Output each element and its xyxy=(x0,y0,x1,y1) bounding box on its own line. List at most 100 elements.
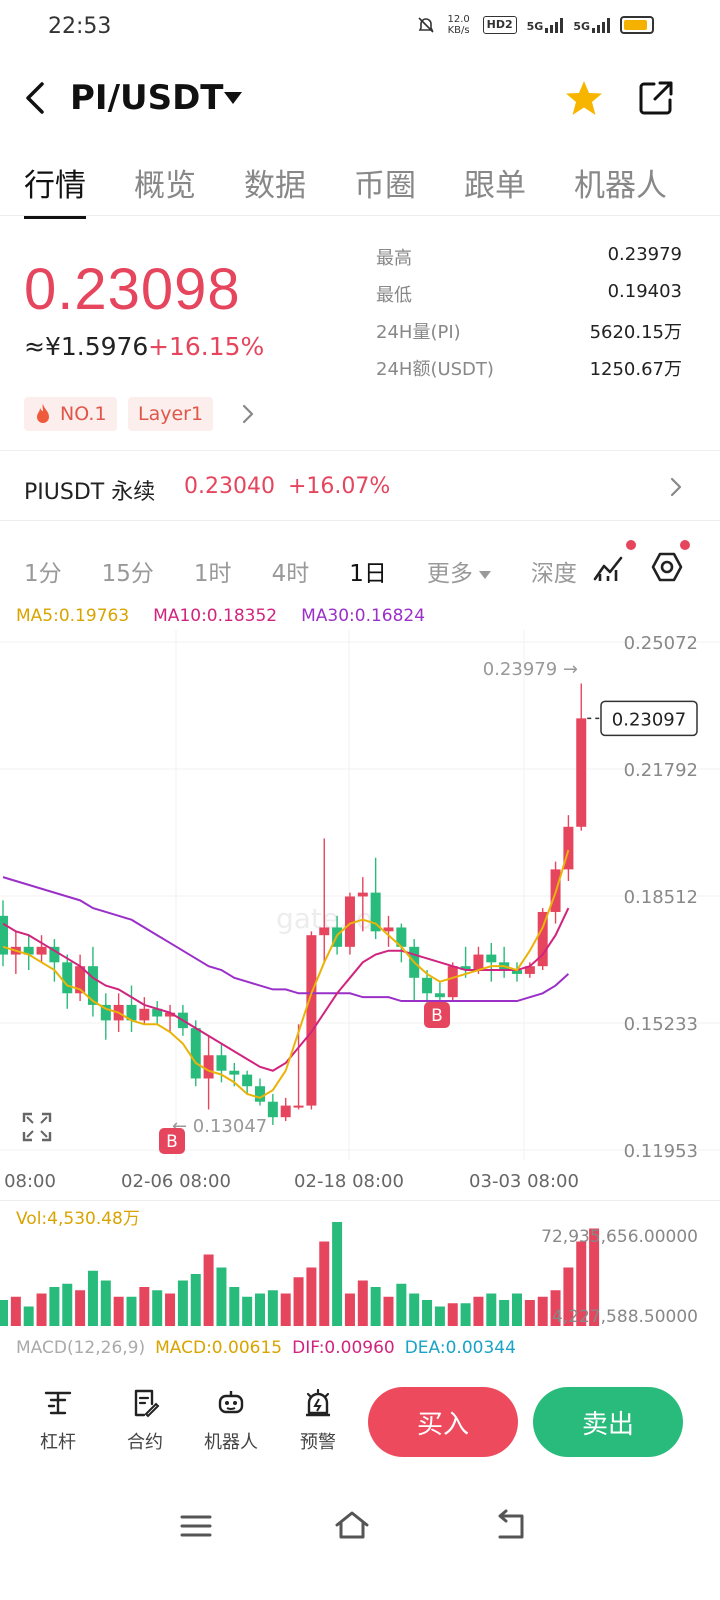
candlestick-chart[interactable]: gate.io 0.250720.217920.185120.152330.11… xyxy=(0,630,720,1200)
settings-notification-dot xyxy=(680,540,690,550)
volume-bar xyxy=(62,1283,73,1326)
ma-legend: MA5:0.19763 MA10:0.18352 MA30:0.16824 xyxy=(16,606,425,626)
tab-market[interactable]: 行情 xyxy=(24,160,86,219)
volume-bar xyxy=(370,1287,381,1326)
stat-low-value: 0.19403 xyxy=(607,281,682,302)
alert-action[interactable]: 预警 xyxy=(288,1388,348,1454)
candle-body xyxy=(293,1105,304,1108)
volume-bar xyxy=(357,1280,368,1326)
candle-body xyxy=(280,1105,291,1118)
volume-chart: Vol:4,530.48万 72,935,656.00000 4,227,588… xyxy=(0,1200,720,1327)
stat-vol-label: 24H量(PI) xyxy=(376,322,461,343)
volume-bar xyxy=(396,1283,407,1326)
volume-bar xyxy=(473,1296,484,1326)
main-tabs: 行情 概览 数据 币圈 跟单 机器人 xyxy=(24,160,715,219)
stat-high-value: 0.23979 xyxy=(607,244,682,265)
candle-body xyxy=(486,954,497,963)
volume-bar xyxy=(190,1274,201,1326)
ma10-label: MA10:0.18352 xyxy=(153,606,278,626)
volume-bar xyxy=(306,1267,317,1326)
robot-icon xyxy=(218,1391,244,1414)
volume-bar xyxy=(447,1303,458,1326)
candle-body xyxy=(357,892,368,897)
volume-bar xyxy=(409,1293,420,1326)
volume-bar xyxy=(177,1280,188,1326)
volume-bar xyxy=(23,1306,34,1326)
back-nav-icon[interactable] xyxy=(492,1508,528,1544)
fullscreen-icon[interactable] xyxy=(22,1112,52,1142)
buy-marker xyxy=(424,1002,450,1028)
volume-bar xyxy=(49,1287,60,1326)
candle-body xyxy=(75,966,86,994)
buy-button[interactable]: 买入 xyxy=(368,1387,518,1457)
sig2-label: 5G xyxy=(573,20,590,33)
more-caret-icon xyxy=(478,570,491,579)
alarm-icon xyxy=(306,1388,330,1417)
price-change: +16.15% xyxy=(148,332,265,361)
candle-body xyxy=(563,826,574,870)
buy-marker-label: B xyxy=(166,1132,178,1152)
high-price-label: 0.23979 → xyxy=(483,659,578,680)
perpetual-name: PIUSDT 永续 xyxy=(24,480,156,505)
indicator-icon[interactable] xyxy=(592,550,626,584)
last-price: 0.23098 xyxy=(24,257,241,322)
interval-15m[interactable]: 15分 xyxy=(101,561,154,587)
candle-body xyxy=(319,927,330,936)
contract-action[interactable]: 合约 xyxy=(115,1388,175,1454)
volume-bar xyxy=(344,1293,355,1326)
layer-tag[interactable]: Layer1 xyxy=(128,397,214,431)
chart-settings-icon[interactable] xyxy=(650,550,684,584)
interval-4h[interactable]: 4时 xyxy=(271,561,310,587)
tab-overview[interactable]: 概览 xyxy=(134,168,196,204)
tab-copy-trade[interactable]: 跟单 xyxy=(464,168,526,204)
candle-body xyxy=(242,1074,253,1087)
back-arrow-icon[interactable] xyxy=(22,80,50,116)
tab-data[interactable]: 数据 xyxy=(244,168,306,204)
home-icon[interactable] xyxy=(334,1508,370,1544)
candle-body xyxy=(23,946,34,955)
stat-low-label: 最低 xyxy=(376,285,412,306)
volume-bar xyxy=(460,1303,471,1326)
volume-bar xyxy=(486,1293,497,1326)
volume-bar xyxy=(152,1290,163,1326)
tags-chevron-right-icon[interactable] xyxy=(240,402,256,426)
pair-title[interactable]: PI/USDT xyxy=(70,78,224,118)
volume-bar xyxy=(524,1300,535,1326)
rank-tag[interactable]: NO.1 xyxy=(24,397,117,431)
share-icon[interactable] xyxy=(636,78,676,118)
pair-dropdown-icon[interactable] xyxy=(224,92,242,104)
interval-1h[interactable]: 1时 xyxy=(193,561,232,587)
candle-body xyxy=(62,962,73,994)
x-tick-label: 03-03 08:00 xyxy=(469,1171,579,1192)
interval-more[interactable]: 更多 xyxy=(427,554,491,588)
sig1-label: 5G xyxy=(526,20,544,33)
volume-label: Vol:4,530.48万 xyxy=(16,1209,140,1229)
perpetual-chevron-right-icon[interactable] xyxy=(668,474,684,500)
y-tick-label: 0.11953 xyxy=(624,1141,698,1162)
volume-bar xyxy=(422,1300,433,1326)
interval-more-label: 更多 xyxy=(426,561,473,587)
tab-bot[interactable]: 机器人 xyxy=(574,168,667,204)
favorite-star-icon[interactable] xyxy=(564,78,604,118)
cny-price: ≈¥1.5976 xyxy=(24,332,149,361)
hd-badge: HD2 xyxy=(482,16,517,34)
volume-bar xyxy=(293,1277,304,1326)
battery-icon xyxy=(620,16,654,34)
sell-button[interactable]: 卖出 xyxy=(533,1387,683,1457)
signal-bars-icon xyxy=(592,17,610,33)
bot-action[interactable]: 机器人 xyxy=(201,1388,261,1454)
candle-body xyxy=(100,1004,111,1021)
ma5-line xyxy=(2,849,570,1099)
interval-1m[interactable]: 1分 xyxy=(24,561,62,587)
x-tick-label: 02-18 08:00 xyxy=(294,1171,404,1192)
volume-bar xyxy=(0,1300,8,1326)
indicator-notification-dot xyxy=(626,540,636,550)
contract-icon xyxy=(134,1389,160,1418)
volume-bar xyxy=(280,1293,291,1326)
leverage-action[interactable]: 杠杆 xyxy=(28,1388,88,1454)
tab-community[interactable]: 币圈 xyxy=(354,168,416,204)
interval-depth[interactable]: 深度 xyxy=(530,561,577,587)
interval-1d[interactable]: 1日 xyxy=(349,561,387,587)
volume-mid-label: 4,227,588.50000 xyxy=(552,1307,698,1327)
menu-icon[interactable] xyxy=(178,1508,214,1544)
